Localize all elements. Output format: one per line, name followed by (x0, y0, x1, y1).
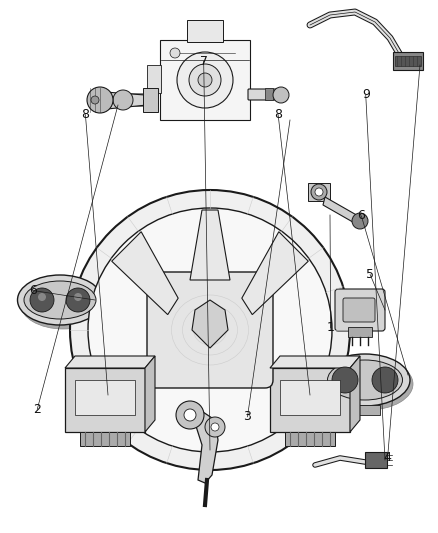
Ellipse shape (320, 354, 410, 406)
Bar (285, 432, 335, 446)
Circle shape (315, 188, 323, 196)
FancyBboxPatch shape (343, 298, 375, 322)
Circle shape (332, 367, 358, 393)
Circle shape (198, 73, 212, 87)
Bar (80, 432, 130, 446)
Bar (270, 368, 350, 432)
Circle shape (189, 64, 221, 96)
Polygon shape (350, 356, 360, 432)
FancyBboxPatch shape (147, 272, 273, 388)
Bar (393, 52, 423, 70)
Bar (75, 380, 135, 415)
Ellipse shape (18, 275, 102, 325)
Circle shape (170, 48, 180, 58)
Polygon shape (112, 232, 178, 314)
Bar (365, 452, 387, 468)
Circle shape (74, 293, 82, 301)
Polygon shape (182, 410, 218, 483)
Text: 9: 9 (362, 88, 370, 101)
Circle shape (38, 293, 46, 301)
Ellipse shape (328, 360, 403, 400)
Bar (265, 88, 273, 100)
Text: 6: 6 (29, 284, 37, 297)
Text: 8: 8 (81, 108, 89, 121)
Bar (350, 405, 380, 415)
Circle shape (177, 52, 233, 108)
Polygon shape (105, 92, 147, 109)
Circle shape (88, 208, 332, 452)
Circle shape (211, 423, 219, 431)
Polygon shape (192, 300, 228, 348)
Bar (65, 368, 145, 432)
Bar (395, 56, 421, 66)
Bar (143, 88, 158, 112)
Bar (308, 183, 330, 201)
Ellipse shape (21, 279, 106, 329)
Circle shape (70, 190, 350, 470)
Text: 3: 3 (244, 410, 251, 423)
Text: 5: 5 (366, 268, 374, 281)
Ellipse shape (323, 358, 413, 410)
Circle shape (87, 87, 113, 113)
Text: 8: 8 (274, 108, 282, 121)
Circle shape (176, 401, 204, 429)
Circle shape (352, 213, 368, 229)
FancyBboxPatch shape (119, 94, 151, 106)
Circle shape (205, 417, 225, 437)
Polygon shape (65, 356, 155, 368)
Circle shape (66, 288, 90, 312)
Ellipse shape (24, 281, 96, 319)
Polygon shape (270, 356, 360, 368)
Text: 4: 4 (384, 451, 392, 464)
Polygon shape (145, 356, 155, 432)
Bar (160, 40, 250, 120)
Polygon shape (323, 197, 360, 225)
Bar (280, 380, 340, 415)
Text: 6: 6 (357, 209, 365, 222)
Circle shape (113, 90, 133, 110)
Text: 1: 1 (327, 321, 335, 334)
Circle shape (273, 87, 289, 103)
Circle shape (30, 288, 54, 312)
FancyBboxPatch shape (335, 289, 385, 331)
Text: 2: 2 (33, 403, 41, 416)
Bar (348, 327, 372, 337)
Bar (147, 65, 161, 93)
Circle shape (372, 367, 398, 393)
Polygon shape (190, 210, 230, 280)
Text: 7: 7 (200, 55, 208, 68)
Circle shape (311, 184, 327, 200)
Bar (187, 20, 223, 42)
Circle shape (184, 409, 196, 421)
Polygon shape (242, 232, 308, 314)
Circle shape (91, 96, 99, 104)
FancyBboxPatch shape (248, 89, 278, 100)
